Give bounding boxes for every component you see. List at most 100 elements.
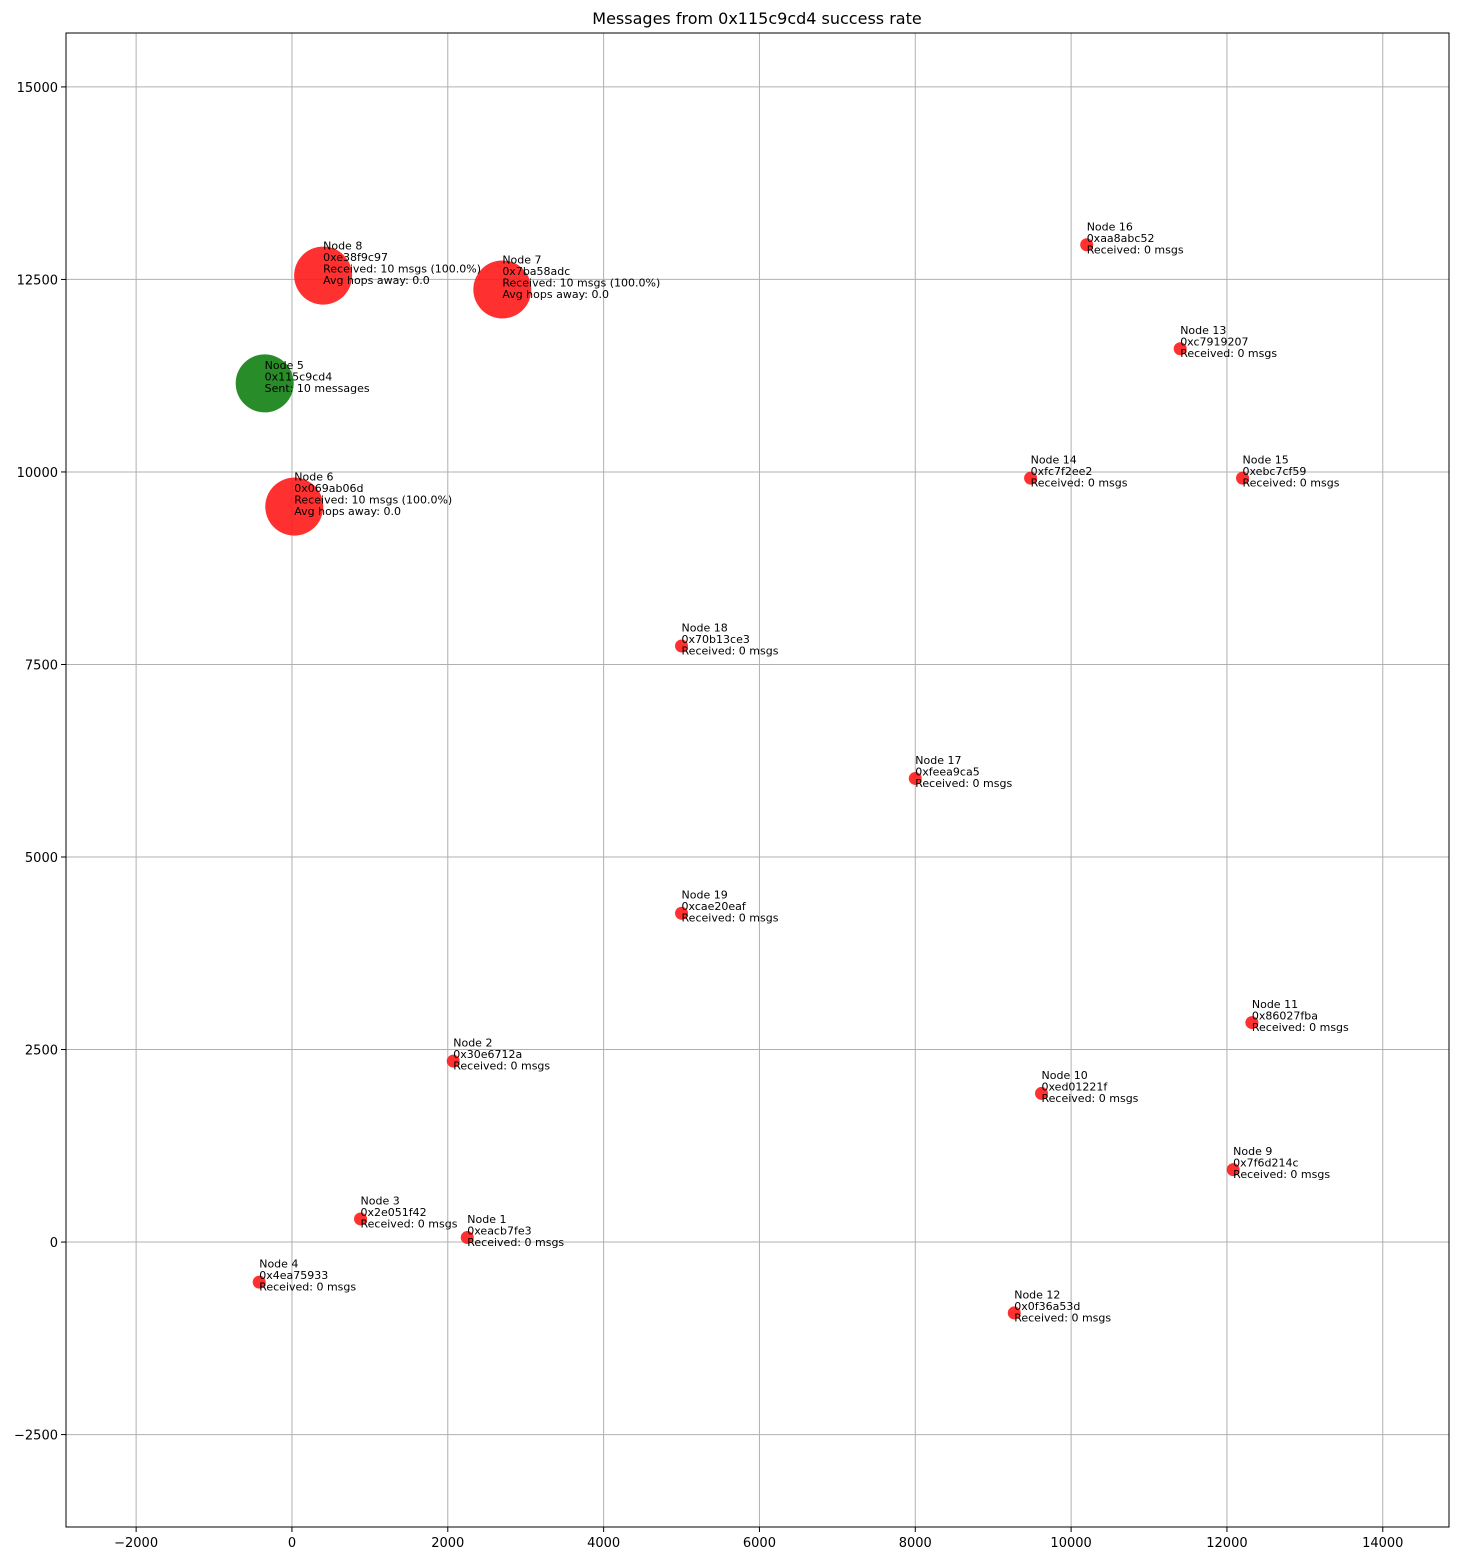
node-label-line: Received: 10 msgs (100.0%) [502,276,660,289]
node-label-line: 0x4ea75933 [259,1269,328,1282]
x-tick-label: 6000 [743,1536,776,1551]
sender-node-marker [235,354,294,413]
data-points [235,238,1259,1320]
y-tick-label: 10000 [17,466,58,481]
node-label-line: Node 15 [1243,454,1289,467]
y-tick-label: 15000 [17,81,58,96]
receiver-node-marker [252,1275,266,1289]
node-label-line: 0x7ba58adc [502,265,570,278]
receiver-node-marker [1236,471,1250,485]
node-label-line: 0xcae20eaf [682,900,747,913]
receiver-node-marker [1035,1086,1049,1100]
chart-title: Messages from 0x115c9cd4 success rate [592,9,921,28]
node-label-line: 0x069ab06d [294,482,363,495]
x-tick-label: 12000 [1206,1536,1247,1551]
node-label-line: Received: 0 msgs [682,645,779,658]
node-label-line: Node 2 [453,1037,492,1050]
receiver-node-marker [675,906,689,920]
receiver-node-marker [1173,342,1187,356]
node-label-line: Received: 0 msgs [453,1060,550,1073]
node-label-line: Node 8 [323,240,362,253]
receiver-node-marker [460,1230,474,1244]
node-label-line: Received: 0 msgs [915,777,1012,790]
receiver-node-marker [473,260,532,319]
node-label-line: 0xed01221f [1042,1080,1109,1093]
node-label-line: 0x86027fba [1252,1010,1318,1023]
node-label-line: Node 5 [265,359,304,372]
node-label-line: Node 12 [1014,1288,1060,1301]
node-label-line: 0xfc7f2ee2 [1031,465,1093,478]
node-label-line: Received: 0 msgs [1014,1311,1111,1324]
node-label-line: Node 7 [502,253,541,266]
x-tick-label: −2000 [114,1536,158,1551]
plot-frame [65,32,1450,1528]
node-label-line: Received: 10 msgs (100.0%) [323,263,481,276]
node-label-line: Node 17 [915,754,961,767]
node-label-line: Received: 0 msgs [1087,243,1184,256]
receiver-node-marker [354,1212,368,1226]
receiver-node-marker [294,246,353,305]
node-label-line: 0x7f6d214c [1233,1157,1298,1170]
receiver-node-marker [675,639,689,653]
y-tick-label: −2500 [14,1429,58,1444]
node-label-line: Node 14 [1031,454,1077,467]
node-label-line: 0x115c9cd4 [265,370,333,383]
node-label-line: Received: 10 msgs (100.0%) [294,494,452,507]
node-label-line: 0xe38f9c97 [323,251,388,264]
node-label-line: Avg hops away: 0.0 [323,274,430,287]
node-label-line: Received: 0 msgs [259,1281,356,1294]
node-label-line: Received: 0 msgs [1031,477,1128,490]
receiver-node-marker [908,771,922,785]
node-label-line: 0x30e6712a [453,1048,522,1061]
node-label-line: 0xebc7cf59 [1243,465,1307,478]
node-label-line: Received: 0 msgs [1180,347,1277,360]
node-label-line: Node 11 [1252,998,1298,1011]
node-label-line: Sent: 10 messages [265,382,370,395]
axis-ticks: −2000 0 2000 4000 6000 8000 10000 12000 14000 −25… [14,81,1403,1551]
receiver-node-marker [1245,1016,1259,1030]
node-label-line: Node 3 [361,1194,400,1207]
node-label-line: Node 10 [1042,1069,1088,1082]
node-label-line: Received: 0 msgs [682,912,779,925]
node-label-line: Received: 0 msgs [1042,1092,1139,1105]
node-label-line: Node 1 [467,1213,506,1226]
y-tick-label: 5000 [25,851,58,866]
receiver-node-marker [265,477,324,536]
receiver-node-marker [1080,238,1094,252]
node-label-line: Received: 0 msgs [361,1217,458,1230]
node-label-line: Node 9 [1233,1145,1272,1158]
node-label-line: 0x70b13ce3 [682,633,750,646]
receiver-node-marker [446,1054,460,1068]
receiver-node-marker [1226,1163,1240,1177]
receiver-node-marker [1007,1306,1021,1320]
x-tick-label: 2000 [431,1536,464,1551]
node-label-line: Received: 0 msgs [1252,1021,1349,1034]
node-label-line: Avg hops away: 0.0 [294,505,401,518]
y-tick-label: 12500 [17,273,58,288]
node-label-line: 0xfeea9ca5 [915,765,979,778]
node-label-line: Node 6 [294,471,333,484]
y-tick-label: 0 [50,1236,58,1251]
node-label-line: Received: 0 msgs [1243,477,1340,490]
x-tick-label: 8000 [899,1536,932,1551]
node-label-line: 0xc7919207 [1180,336,1248,349]
node-label-line: Node 16 [1087,220,1133,233]
node-label-line: Avg hops away: 0.0 [502,288,609,301]
node-label-line: 0xeacb7fe3 [467,1224,531,1237]
y-tick-label: 7500 [25,658,58,673]
x-tick-label: 4000 [587,1536,620,1551]
node-label-line: Node 19 [682,889,728,902]
node-label-line: Node 18 [682,622,728,635]
receiver-node-marker [1024,471,1038,485]
node-label-line: 0x2e051f42 [361,1206,427,1219]
node-label-line: Node 4 [259,1258,298,1271]
y-tick-label: 2500 [25,1044,58,1059]
node-label-line: 0x0f36a53d [1014,1300,1080,1313]
node-label-line: Received: 0 msgs [1233,1168,1330,1181]
node-label-line: Received: 0 msgs [467,1236,564,1249]
x-tick-label: 14000 [1362,1536,1403,1551]
x-tick-label: 0 [288,1536,296,1551]
